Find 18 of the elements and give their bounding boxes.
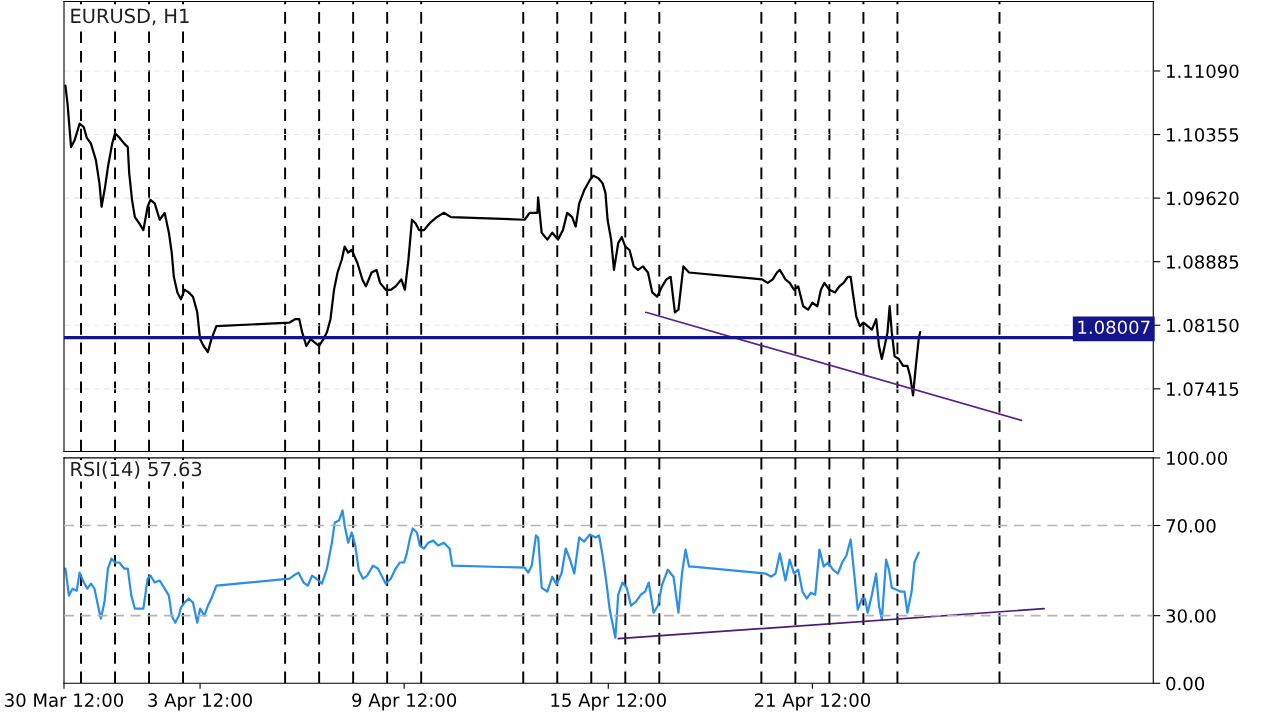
- y-tick-label: 1.11090: [1167, 64, 1239, 79]
- y-tick-label: 1.08150: [1167, 318, 1239, 333]
- y-tick-label: 70.00: [1166, 518, 1216, 533]
- x-tick-label: 15 Apr 12:00: [551, 693, 666, 711]
- chart-title: RSI(14) 57.63: [71, 461, 202, 479]
- x-tick-label: 30 Mar 12:00: [5, 693, 124, 707]
- y-tick-label: 0.00: [1166, 676, 1205, 691]
- y-tick-label: 1.08885: [1167, 255, 1239, 269]
- ref-line-label: 1.08007: [1078, 320, 1150, 335]
- y-tick-label: 1.09620: [1167, 191, 1239, 206]
- x-tick-label: 3 Apr 12:00: [148, 693, 252, 711]
- x-tick-label: 21 Apr 12:00: [754, 693, 871, 711]
- x-tick-label: 9 Apr 12:00: [352, 693, 457, 711]
- chart-title: EURUSD, H1: [71, 8, 189, 26]
- y-tick-label: 1.10355: [1167, 128, 1239, 142]
- y-tick-label: 30.00: [1166, 609, 1216, 623]
- y-tick-label: 1.07415: [1167, 382, 1239, 396]
- y-tick-label: 100.00: [1167, 451, 1228, 466]
